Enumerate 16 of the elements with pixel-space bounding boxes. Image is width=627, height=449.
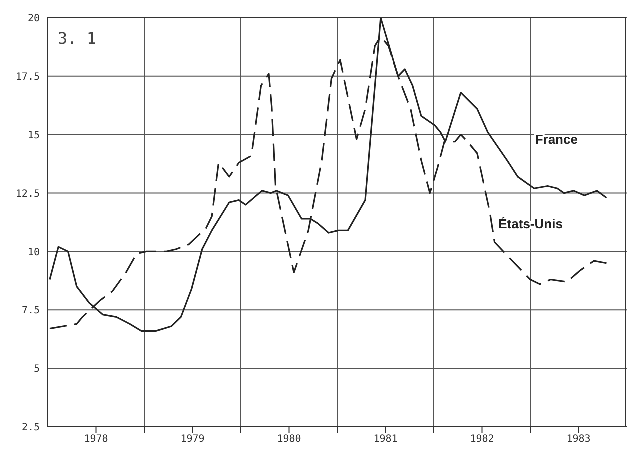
y-tick-label: 12.5 — [16, 188, 40, 200]
x-tick-label: 1979 — [180, 434, 205, 446]
x-tick-label: 1978 — [84, 434, 108, 446]
y-tick-label: 2.5 — [22, 422, 40, 434]
x-tick-label: 1982 — [470, 434, 494, 446]
x-tick-label: 1980 — [277, 434, 302, 446]
x-tick-label: 1983 — [566, 434, 591, 446]
y-tick-label: 10 — [28, 247, 40, 258]
y-tick-label: 15 — [28, 130, 40, 142]
annotation: 3. 1 — [58, 29, 97, 48]
y-tick-label: 5 — [34, 364, 40, 376]
y-tick-label: 7.5 — [22, 306, 40, 317]
y-tick-label: 17.5 — [16, 72, 40, 83]
text: France — [535, 132, 578, 148]
y-tick-label: 20 — [28, 14, 40, 25]
x-tick-label: 1981 — [374, 434, 398, 446]
